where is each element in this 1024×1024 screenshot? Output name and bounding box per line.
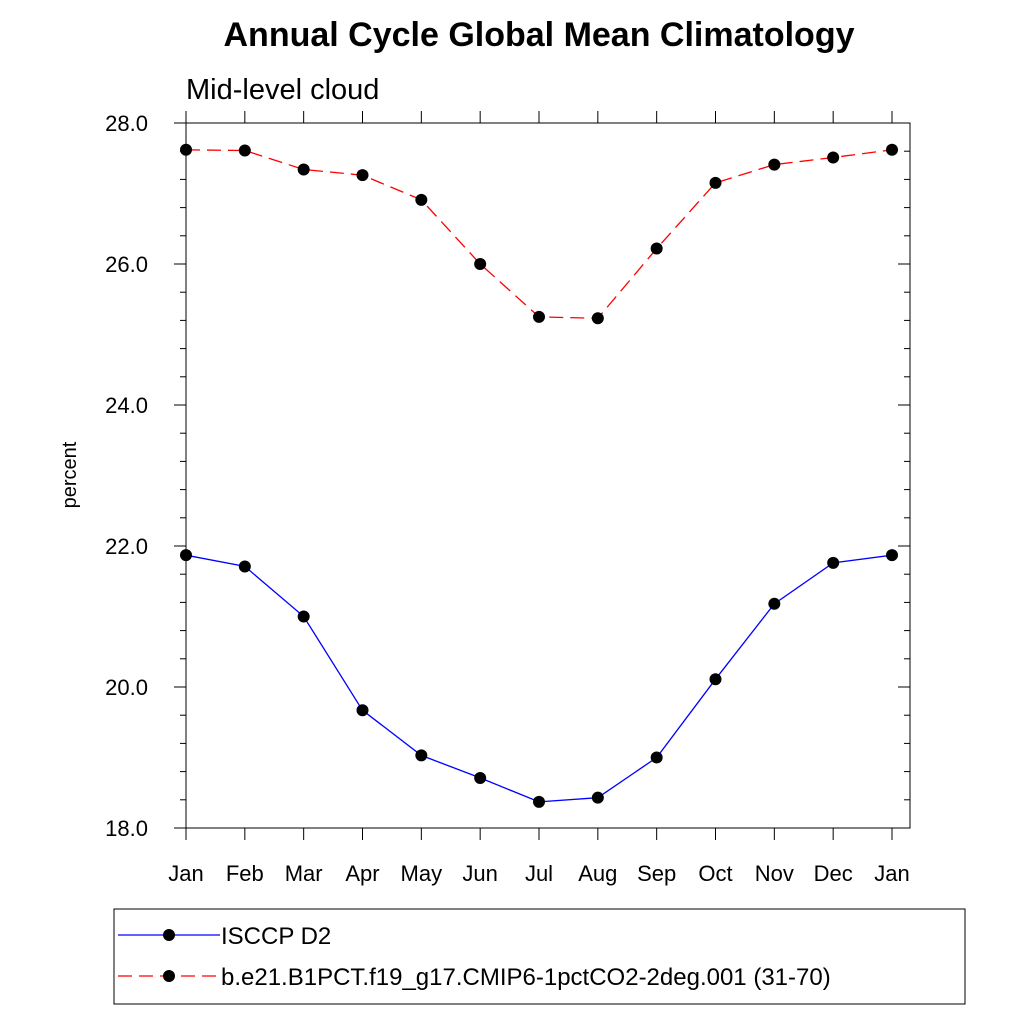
- series-1: [180, 549, 898, 808]
- data-point: [238, 144, 251, 157]
- legend-marker-1: [163, 929, 175, 941]
- y-tick-label: 26.0: [105, 252, 148, 277]
- legend-box: [113, 908, 966, 1005]
- data-point: [474, 258, 487, 270]
- data-point: [474, 771, 487, 784]
- data-point: [415, 749, 428, 762]
- data-point: [768, 597, 781, 610]
- chart-subtitle: Mid-level cloud: [186, 74, 379, 106]
- x-tick-label: Sep: [637, 861, 676, 886]
- y-tick-label: 28.0: [105, 111, 148, 136]
- series-layer: [180, 143, 898, 808]
- y-tick-label: 24.0: [105, 393, 148, 418]
- y-tick-label: 20.0: [105, 675, 148, 700]
- x-tick-label: Aug: [578, 861, 617, 886]
- data-point: [297, 163, 310, 176]
- data-point: [533, 310, 545, 323]
- x-tick-label: Apr: [345, 861, 379, 886]
- x-tick-label: Jun: [462, 861, 497, 886]
- data-point: [356, 169, 369, 182]
- legend-label-1: ISCCP D2: [221, 923, 331, 950]
- x-tick-label: Jul: [525, 861, 553, 886]
- data-point: [827, 556, 840, 569]
- x-tick-label: Nov: [755, 861, 794, 886]
- data-point: [238, 560, 251, 573]
- data-point: [709, 176, 722, 189]
- x-tick-label: Dec: [814, 861, 853, 886]
- data-point: [886, 549, 898, 562]
- axes: 18.0 20.0 22.0 24.0 26.0 28.0 Jan Feb Mar Apr May J…: [105, 111, 910, 886]
- data-point: [650, 242, 663, 255]
- legend-label-2: b.e21.B1PCT.f19_g17.CMIP6-1pctCO2-2deg.0…: [221, 964, 831, 991]
- data-point: [886, 143, 898, 156]
- x-tick-label: May: [401, 861, 443, 886]
- data-point: [768, 158, 781, 171]
- data-point: [827, 151, 840, 164]
- data-point: [591, 791, 604, 804]
- data-point: [533, 795, 545, 808]
- y-tick-label: 18.0: [105, 816, 148, 841]
- legend: ISCCP D2 b.e21.B1PCT.f19_g17.CMIP6-1pctCO…: [113, 908, 966, 1005]
- y-axis-label: percent: [59, 441, 81, 508]
- series-2: [180, 143, 898, 325]
- plot-frame: [185, 122, 911, 829]
- x-tick-label: Jan: [168, 861, 203, 886]
- series-line: [185, 149, 893, 319]
- data-point: [297, 610, 310, 623]
- data-point: [650, 751, 663, 764]
- x-tick-label: Jan: [874, 861, 909, 886]
- data-point: [180, 549, 192, 562]
- data-point: [356, 704, 369, 717]
- data-point: [591, 312, 604, 325]
- x-tick-label: Feb: [226, 861, 264, 886]
- data-point: [415, 193, 428, 206]
- x-tick-label: Oct: [698, 861, 732, 886]
- legend-marker-2: [163, 970, 175, 982]
- chart-title: Annual Cycle Global Mean Climatology: [224, 16, 855, 54]
- x-tick-label: Mar: [285, 861, 323, 886]
- data-point: [180, 143, 192, 156]
- y-tick-label: 22.0: [105, 534, 148, 559]
- data-point: [709, 673, 722, 686]
- series-line: [185, 554, 893, 803]
